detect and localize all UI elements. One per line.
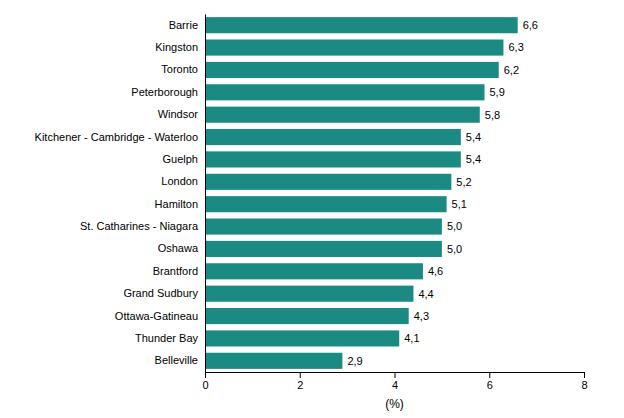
bar bbox=[205, 241, 442, 257]
bar bbox=[205, 17, 518, 33]
x-tick-label: 6 bbox=[487, 379, 493, 391]
x-axis: 0 2 4 6 8 bbox=[202, 372, 587, 391]
x-tick: 6 bbox=[487, 372, 493, 391]
bar bbox=[205, 174, 451, 190]
bar bbox=[205, 353, 342, 369]
y-tick-label: Oshawa bbox=[158, 242, 199, 254]
y-tick-label: Brantford bbox=[153, 265, 198, 277]
y-tick: Windsor bbox=[158, 108, 199, 120]
y-tick-label: Hamilton bbox=[155, 198, 198, 210]
y-tick-label: Barrie bbox=[169, 19, 198, 31]
bar bbox=[205, 286, 413, 302]
bar bbox=[205, 107, 480, 123]
y-tick: Belleville bbox=[155, 354, 198, 366]
x-tick-mark bbox=[584, 372, 585, 378]
chart-container: 2,9 4,1 4,3 4,4 4,6 5,0 5,0 5,1 5,2 5,4 5,4 5,8 5,9 6… bbox=[0, 0, 624, 418]
bar bbox=[205, 129, 461, 145]
y-tick-label: Belleville bbox=[155, 354, 198, 366]
y-axis-line bbox=[205, 15, 206, 373]
data-label: 5,9 bbox=[490, 86, 505, 98]
y-tick: Guelph bbox=[163, 153, 198, 165]
y-axis: Belleville Thunder Bay Ottawa-Gatineau Gran… bbox=[35, 15, 206, 373]
y-tick: Barrie bbox=[169, 19, 198, 31]
y-tick-label: Grand Sudbury bbox=[123, 287, 198, 299]
x-tick-label: 0 bbox=[202, 379, 208, 391]
x-tick-label: 2 bbox=[297, 379, 303, 391]
data-labels: 2,9 4,1 4,3 4,4 4,6 5,0 5,0 5,1 5,2 5,4 5,4 5,8 5,9 6… bbox=[347, 19, 538, 367]
y-tick: Kitchener - Cambridge - Waterloo bbox=[35, 131, 198, 143]
x-tick-mark bbox=[489, 372, 490, 378]
data-label: 2,9 bbox=[347, 355, 362, 367]
bar bbox=[205, 151, 461, 167]
bar bbox=[205, 308, 409, 324]
bar bbox=[205, 196, 447, 212]
y-tick: Grand Sudbury bbox=[123, 287, 198, 299]
bar bbox=[205, 40, 503, 56]
data-label: 6,2 bbox=[504, 64, 519, 76]
data-label: 6,6 bbox=[523, 19, 538, 31]
y-tick-label: Peterborough bbox=[131, 86, 198, 98]
data-label: 5,2 bbox=[456, 176, 471, 188]
x-tick-label: 4 bbox=[392, 379, 398, 391]
y-tick-label: Ottawa-Gatineau bbox=[115, 310, 198, 322]
x-tick: 4 bbox=[392, 372, 398, 391]
x-tick-mark bbox=[395, 372, 396, 378]
bars bbox=[205, 17, 518, 369]
y-tick-label: Guelph bbox=[163, 153, 198, 165]
data-label: 4,4 bbox=[418, 288, 433, 300]
y-tick: Thunder Bay bbox=[135, 332, 198, 344]
data-label: 6,3 bbox=[508, 41, 523, 53]
x-tick: 2 bbox=[297, 372, 303, 391]
x-tick-mark bbox=[300, 372, 301, 378]
y-tick: London bbox=[161, 175, 198, 187]
data-label: 5,4 bbox=[466, 131, 481, 143]
bar bbox=[205, 263, 423, 279]
y-tick-label: St. Catharines - Niagara bbox=[80, 220, 199, 232]
x-axis-title: (%) bbox=[385, 397, 404, 411]
data-label: 5,1 bbox=[452, 198, 467, 210]
y-tick-label: Windsor bbox=[158, 108, 199, 120]
data-label: 5,0 bbox=[447, 220, 462, 232]
bar bbox=[205, 330, 399, 346]
y-tick: Ottawa-Gatineau bbox=[115, 310, 198, 322]
plot-area: 2,9 4,1 4,3 4,4 4,6 5,0 5,0 5,1 5,2 5,4 5,4 5,8 5,9 6… bbox=[35, 15, 588, 391]
data-label: 4,1 bbox=[404, 332, 419, 344]
x-tick-mark bbox=[205, 372, 206, 378]
bar bbox=[205, 219, 442, 235]
y-tick-label: Kitchener - Cambridge - Waterloo bbox=[35, 131, 198, 143]
x-tick: 8 bbox=[581, 372, 587, 391]
data-label: 5,4 bbox=[466, 153, 481, 165]
data-label: 4,6 bbox=[428, 265, 443, 277]
y-tick-label: Thunder Bay bbox=[135, 332, 198, 344]
y-tick: Peterborough bbox=[131, 86, 198, 98]
y-tick: Brantford bbox=[153, 265, 198, 277]
x-tick: 0 bbox=[202, 372, 208, 391]
data-label: 5,8 bbox=[485, 109, 500, 121]
chart-svg: 2,9 4,1 4,3 4,4 4,6 5,0 5,0 5,1 5,2 5,4 5,4 5,8 5,9 6… bbox=[0, 0, 624, 418]
y-tick: Oshawa bbox=[158, 242, 199, 254]
data-label: 5,0 bbox=[447, 243, 462, 255]
x-tick-label: 8 bbox=[581, 379, 587, 391]
y-tick: Kingston bbox=[155, 41, 198, 53]
y-tick-label: Kingston bbox=[155, 41, 198, 53]
y-tick: Hamilton bbox=[155, 198, 198, 210]
y-tick-label: London bbox=[161, 175, 198, 187]
data-label: 4,3 bbox=[414, 310, 429, 322]
bar bbox=[205, 84, 485, 100]
y-tick: Toronto bbox=[161, 63, 198, 75]
bar bbox=[205, 62, 499, 78]
y-tick-label: Toronto bbox=[161, 63, 198, 75]
y-tick: St. Catharines - Niagara bbox=[80, 220, 199, 232]
